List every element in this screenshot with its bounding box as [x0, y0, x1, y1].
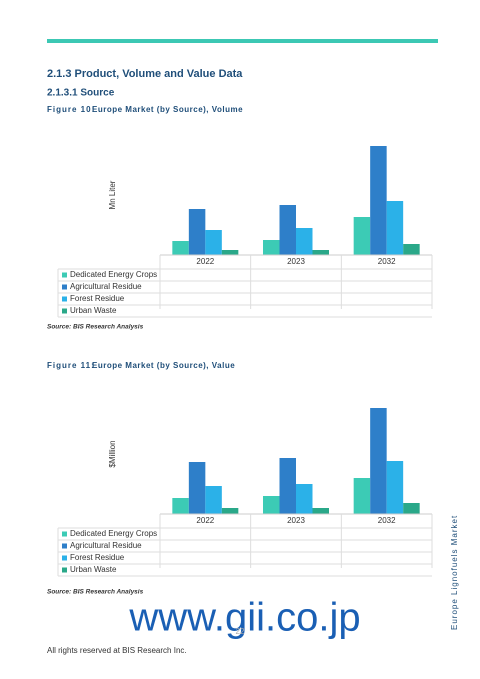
x-tick-label: 2032 [378, 257, 396, 266]
bar [263, 496, 280, 514]
source-note: Source: BIS Research Analysis [47, 324, 144, 331]
x-tick-label: 2022 [196, 257, 214, 266]
y-axis-label: Mn Liter [108, 180, 117, 209]
bar [312, 250, 329, 255]
bar [370, 146, 387, 255]
legend-swatch [62, 308, 67, 314]
page-number: 22 [236, 627, 245, 636]
side-title: Europe Lignofuels Market [450, 515, 459, 630]
legend-label: Forest Residue [70, 553, 125, 562]
figure-label: Figure 10: [47, 105, 95, 114]
legend-swatch [62, 272, 67, 278]
legend-swatch [62, 296, 67, 302]
bar [296, 228, 313, 255]
legend-label: Urban Waste [70, 306, 117, 315]
bar [279, 205, 296, 255]
bar [205, 230, 222, 255]
watermark: www.gii.co.jp [128, 596, 360, 640]
legend-swatch [62, 284, 67, 290]
bar [296, 484, 313, 514]
bar [403, 503, 420, 514]
bar [221, 250, 239, 255]
source-note: Source: BIS Research Analysis [47, 589, 144, 596]
legend-label: Forest Residue [70, 294, 125, 303]
figure-title: Europe Market (by Source), Value [92, 361, 235, 370]
x-tick-label: 2032 [378, 516, 396, 525]
bar [221, 508, 239, 514]
footer: All rights reserved at BIS Research Inc. [47, 646, 187, 655]
bar [188, 209, 206, 255]
header-rule [47, 39, 438, 43]
bar [386, 201, 404, 255]
x-tick-label: 2022 [196, 516, 214, 525]
legend-swatch [62, 531, 67, 537]
bar [370, 408, 387, 514]
legend-label: Agricultural Residue [70, 541, 142, 550]
legend-swatch [62, 567, 67, 573]
section-heading: 2.1.3 Product, Volume and Value Data [47, 68, 243, 80]
bar [403, 244, 420, 255]
bar [353, 217, 371, 255]
bar [263, 240, 280, 255]
bar [172, 498, 189, 514]
y-axis-label: $Million [108, 440, 117, 467]
subsection-heading: 2.1.3.1 Source [47, 88, 115, 99]
bar [205, 486, 222, 514]
bar [312, 508, 329, 514]
bar [172, 241, 189, 255]
legend-label: Urban Waste [70, 565, 117, 574]
legend-label: Dedicated Energy Crops [70, 270, 157, 279]
legend-label: Dedicated Energy Crops [70, 529, 157, 538]
x-tick-label: 2023 [287, 257, 305, 266]
bar [279, 458, 296, 514]
legend-label: Agricultural Residue [70, 282, 142, 291]
legend-swatch [62, 555, 67, 561]
figure-title: Europe Market (by Source), Volume [92, 105, 243, 114]
figure-label: Figure 11: [47, 361, 95, 370]
bar [353, 478, 371, 514]
legend-swatch [62, 543, 67, 549]
x-tick-label: 2023 [287, 516, 305, 525]
bar [188, 462, 206, 514]
bar [386, 461, 404, 514]
